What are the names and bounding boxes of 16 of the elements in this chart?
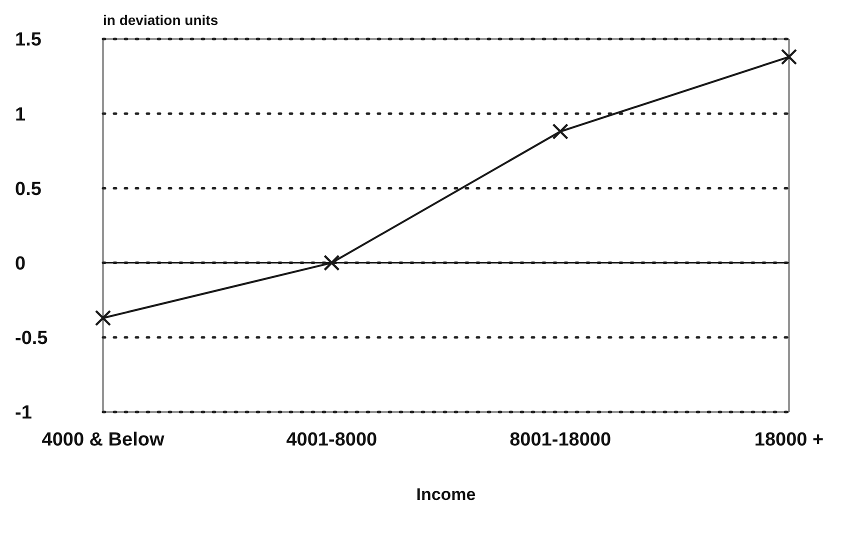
y-tick-label: -0.5 — [15, 328, 48, 350]
point — [552, 123, 568, 140]
y-tick-label: 1 — [15, 104, 26, 126]
x-tick-label: 8001-18000 — [510, 429, 612, 450]
y-tick-label: 0 — [15, 254, 26, 275]
x-tick-label: 4001-8000 — [286, 429, 378, 450]
y-axis-title: in deviation units — [103, 12, 218, 28]
point — [780, 48, 798, 66]
x-axis-title: Income — [416, 485, 476, 504]
y-tick-label: 1.5 — [15, 30, 42, 51]
y-tick-label: -1 — [15, 402, 32, 424]
y-tick-label: 0.5 — [15, 178, 42, 200]
x-tick-label: 18000 + — [754, 429, 824, 450]
point — [324, 254, 340, 271]
point — [94, 310, 112, 326]
x-tick-label: 4000 & Below — [42, 429, 164, 450]
